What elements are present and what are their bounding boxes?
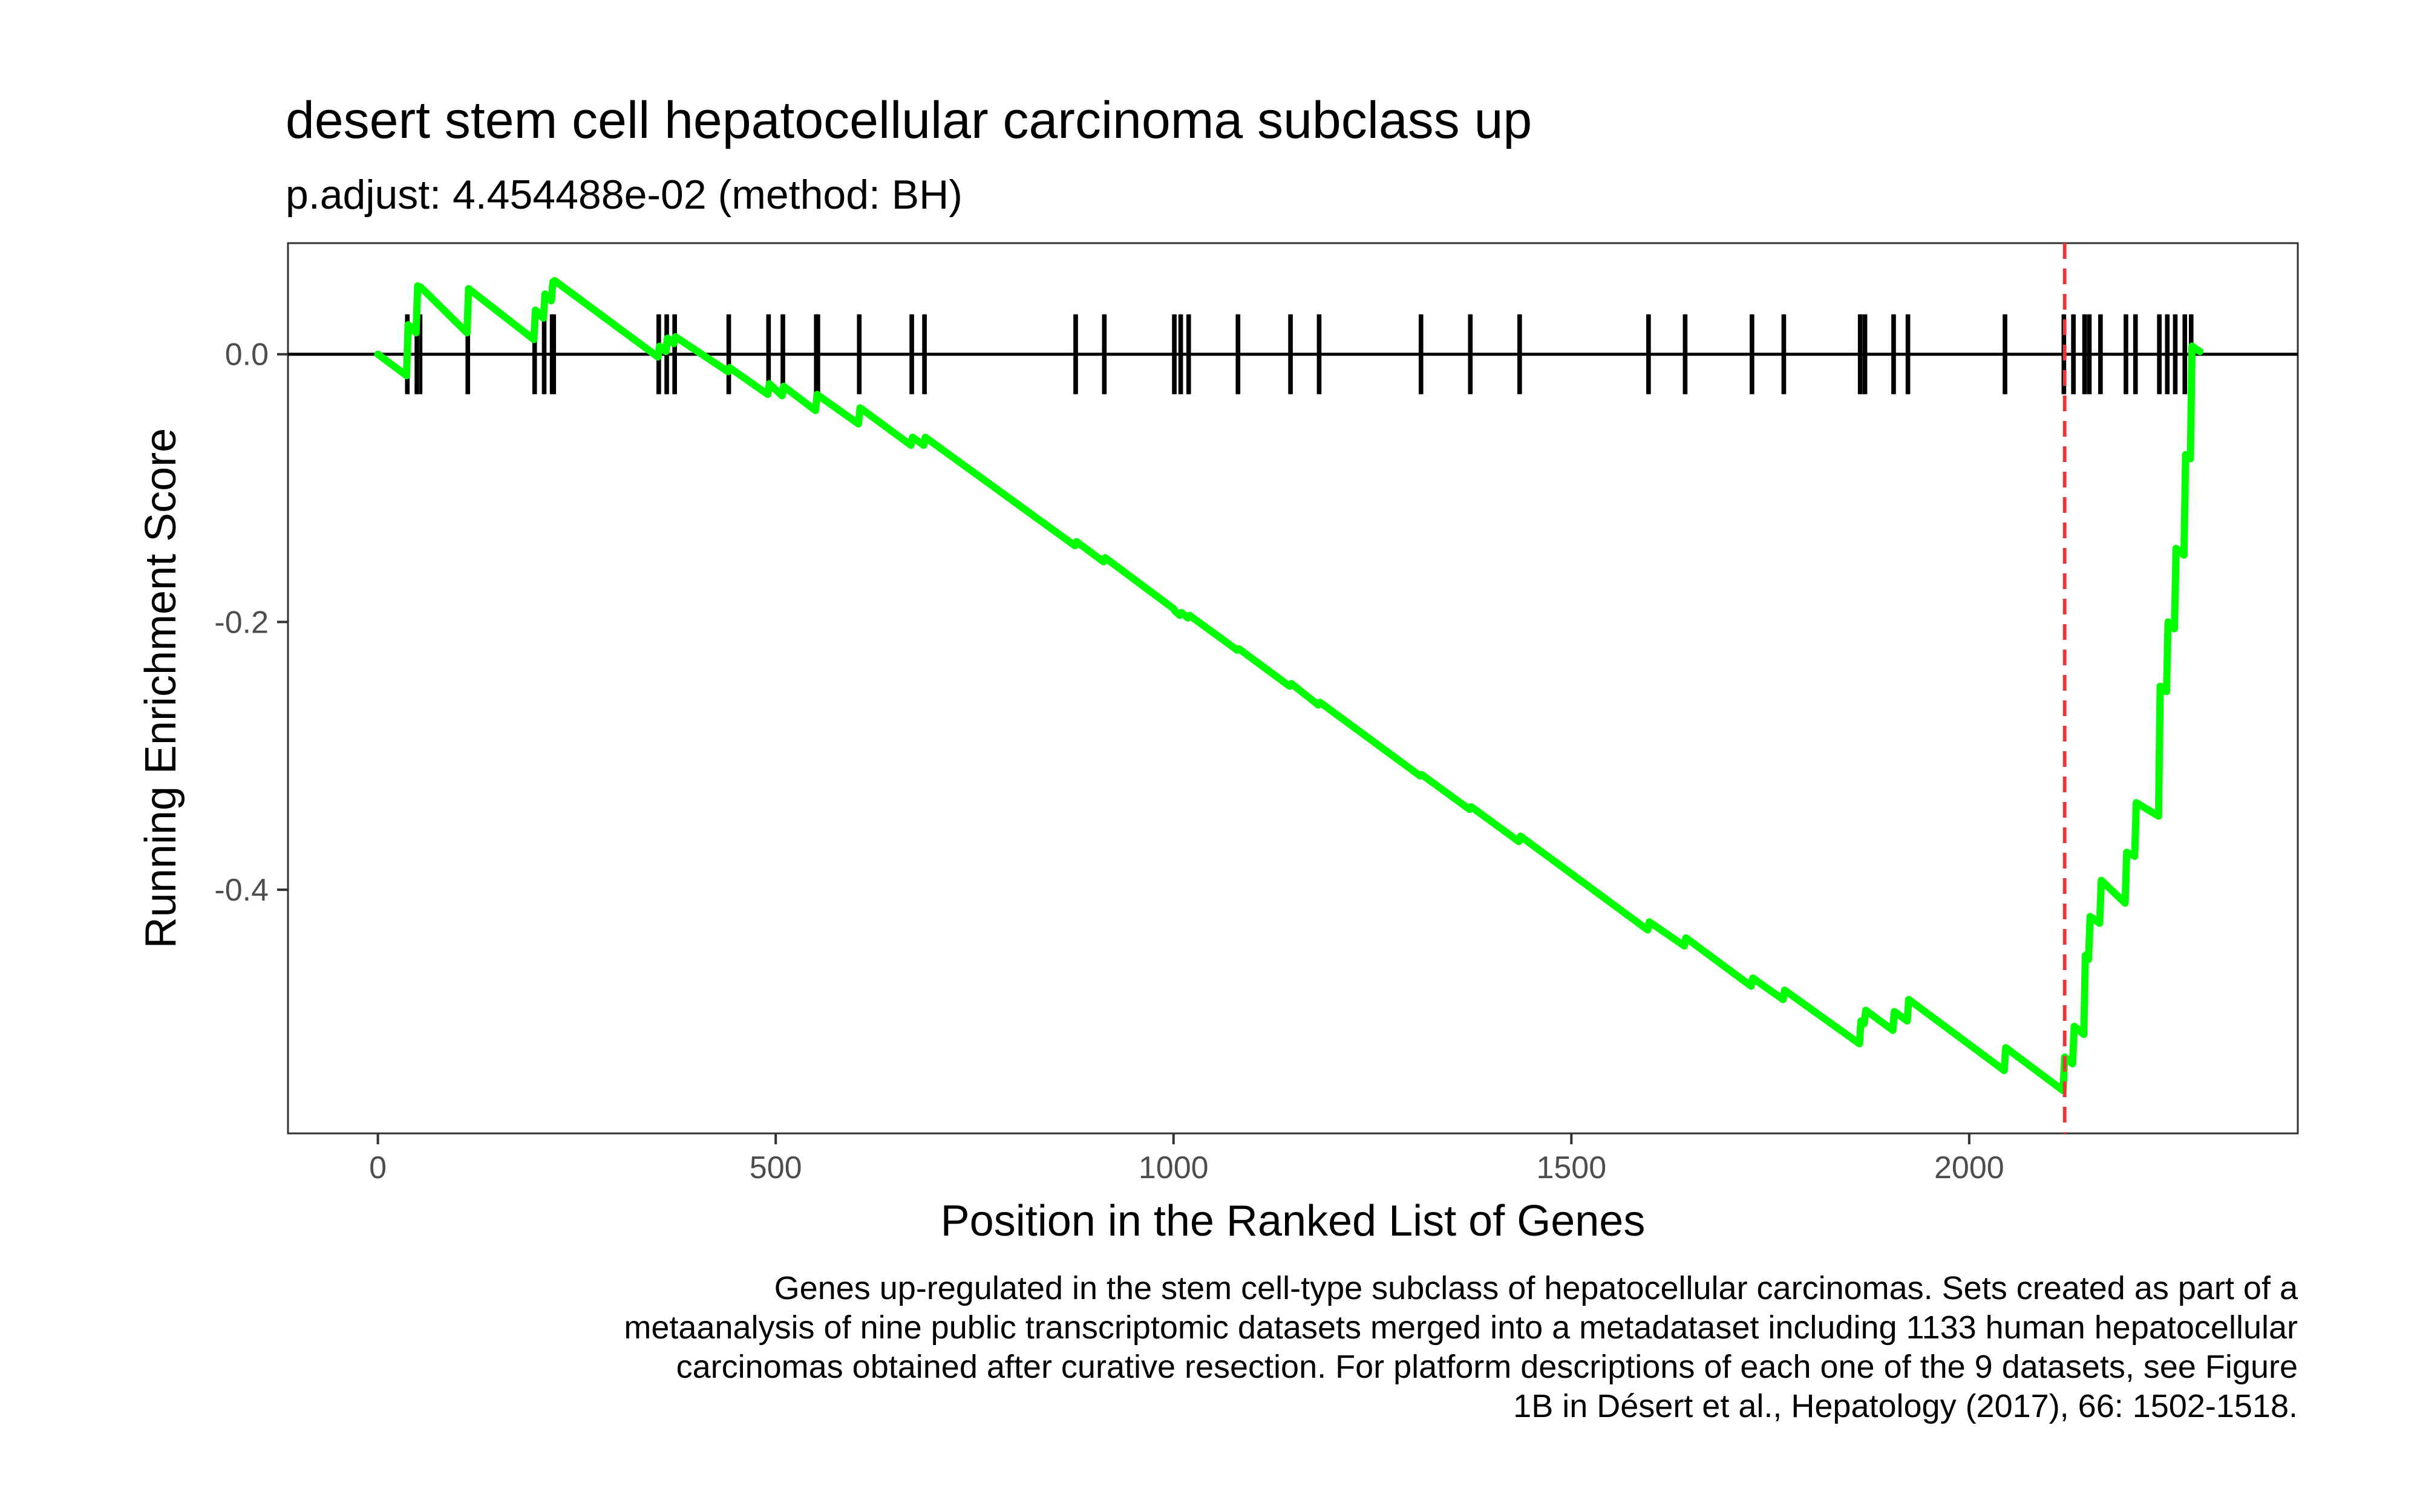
y-tick-label: -0.2 xyxy=(214,605,269,640)
x-tick-label: 0 xyxy=(369,1150,387,1185)
caption-line: Genes up-regulated in the stem cell-type… xyxy=(774,1270,2298,1306)
caption: Genes up-regulated in the stem cell-type… xyxy=(624,1270,2298,1424)
chart-subtitle: p.adjust: 4.454488e-02 (method: BH) xyxy=(286,172,963,218)
caption-line: metaanalysis of nine public transcriptom… xyxy=(624,1309,2298,1346)
chart-title: desert stem cell hepatocellular carcinom… xyxy=(286,91,1532,149)
x-axis-title: Position in the Ranked List of Genes xyxy=(941,1197,1646,1245)
y-axis-title: Running Enrichment Score xyxy=(137,428,185,948)
x-tick-label: 1000 xyxy=(1139,1150,1209,1185)
enrichment-score-line xyxy=(374,277,2204,1095)
caption-line: 1B in Désert et al., Hepatology (2017), … xyxy=(1513,1388,2298,1424)
y-tick-label: 0.0 xyxy=(225,337,269,373)
y-tick-label: -0.4 xyxy=(214,873,269,908)
x-tick-label: 500 xyxy=(750,1150,802,1185)
x-tick-label: 1500 xyxy=(1536,1150,1606,1185)
caption-line: carcinomas obtained after curative resec… xyxy=(676,1349,2298,1385)
x-tick-label: 2000 xyxy=(1934,1150,2004,1185)
